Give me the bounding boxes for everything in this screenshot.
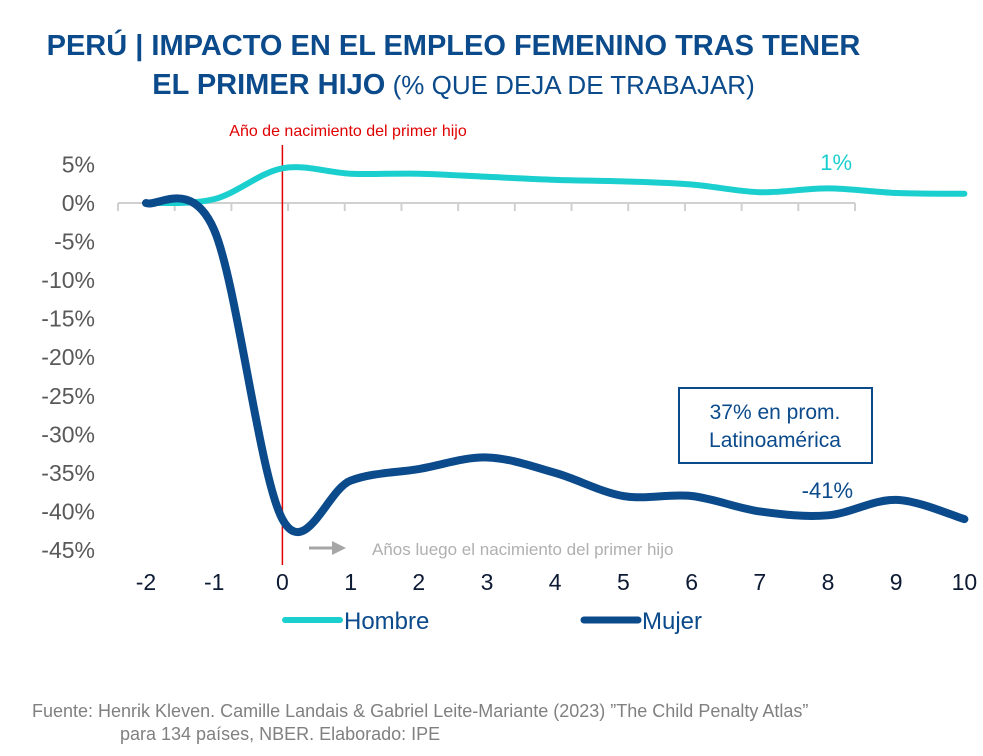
y-tick-label: 0% — [62, 190, 95, 216]
title-bold: EL PRIMER HIJO — [152, 69, 386, 101]
x-tick-label: 4 — [549, 569, 562, 595]
x-tick-label: -1 — [204, 569, 224, 595]
y-tick-label: -5% — [54, 229, 95, 255]
hombre-end-label: 1% — [820, 150, 852, 175]
y-tick-label: 5% — [62, 151, 95, 177]
x-tick-label: 2 — [412, 569, 425, 595]
x-tick-label: 1 — [344, 569, 357, 595]
y-tick-label: -45% — [41, 537, 95, 563]
chart-title-line1: PERÚ | IMPACTO EN EL EMPLEO FEMENINO TRA… — [46, 30, 861, 62]
y-tick-label: -20% — [41, 344, 95, 370]
legend-label-hombre: Hombre — [344, 608, 429, 635]
x-tick-label: 7 — [753, 569, 766, 595]
legend-label-mujer: Mujer — [642, 608, 702, 635]
avg-box: 37% en prom. Latinoamérica — [678, 387, 873, 464]
x-note: Años luego el nacimiento del primer hijo — [309, 540, 673, 559]
y-tick-label: -10% — [41, 267, 95, 293]
source-line2: para 134 países, NBER. Elaborado: IPE — [120, 724, 441, 744]
legend: Hombre Mujer — [282, 608, 702, 635]
birth-year-label: Año de nacimiento del primer hijo — [229, 123, 467, 140]
y-tick-label: -15% — [41, 306, 95, 332]
y-tick-label: -35% — [41, 460, 95, 486]
x-note-text: Años luego el nacimiento del primer hijo — [372, 540, 673, 559]
chart-title-line2: EL PRIMER HIJO (% QUE DEJA DE TRABAJAR) — [0, 67, 945, 103]
x-tick-label: 10 — [952, 569, 978, 595]
x-tick-label: 3 — [481, 569, 494, 595]
title-subtitle: (% QUE DEJA DE TRABAJAR) — [385, 70, 755, 100]
x-tick-label: 9 — [890, 569, 903, 595]
mujer-end-label: -41% — [802, 478, 853, 503]
y-tick-label: -25% — [41, 383, 95, 409]
y-tick-label: -30% — [41, 421, 95, 447]
avg-box-border — [678, 387, 873, 464]
y-tick-label: -40% — [41, 498, 95, 524]
x-tick-label: 6 — [685, 569, 698, 595]
source-note: Fuente: Henrik Kleven. Camille Landais &… — [32, 700, 808, 746]
x-tick-label: 0 — [276, 569, 289, 595]
x-tick-label: -2 — [136, 569, 156, 595]
chart: 5%0%-5%-10%-15%-20%-25%-30%-35%-40%-45% … — [41, 123, 978, 635]
series-line-hombre — [143, 164, 968, 207]
avg-box-line1: 37% en prom. — [710, 401, 841, 424]
arrow-head-icon — [332, 541, 346, 555]
x-tick-label: 5 — [617, 569, 630, 595]
x-tick-label: 8 — [822, 569, 835, 595]
series-line-mujer — [142, 194, 969, 536]
avg-box-line2: Latinoamérica — [709, 429, 841, 452]
source-line1: Fuente: Henrik Kleven. Camille Landais &… — [32, 701, 809, 721]
